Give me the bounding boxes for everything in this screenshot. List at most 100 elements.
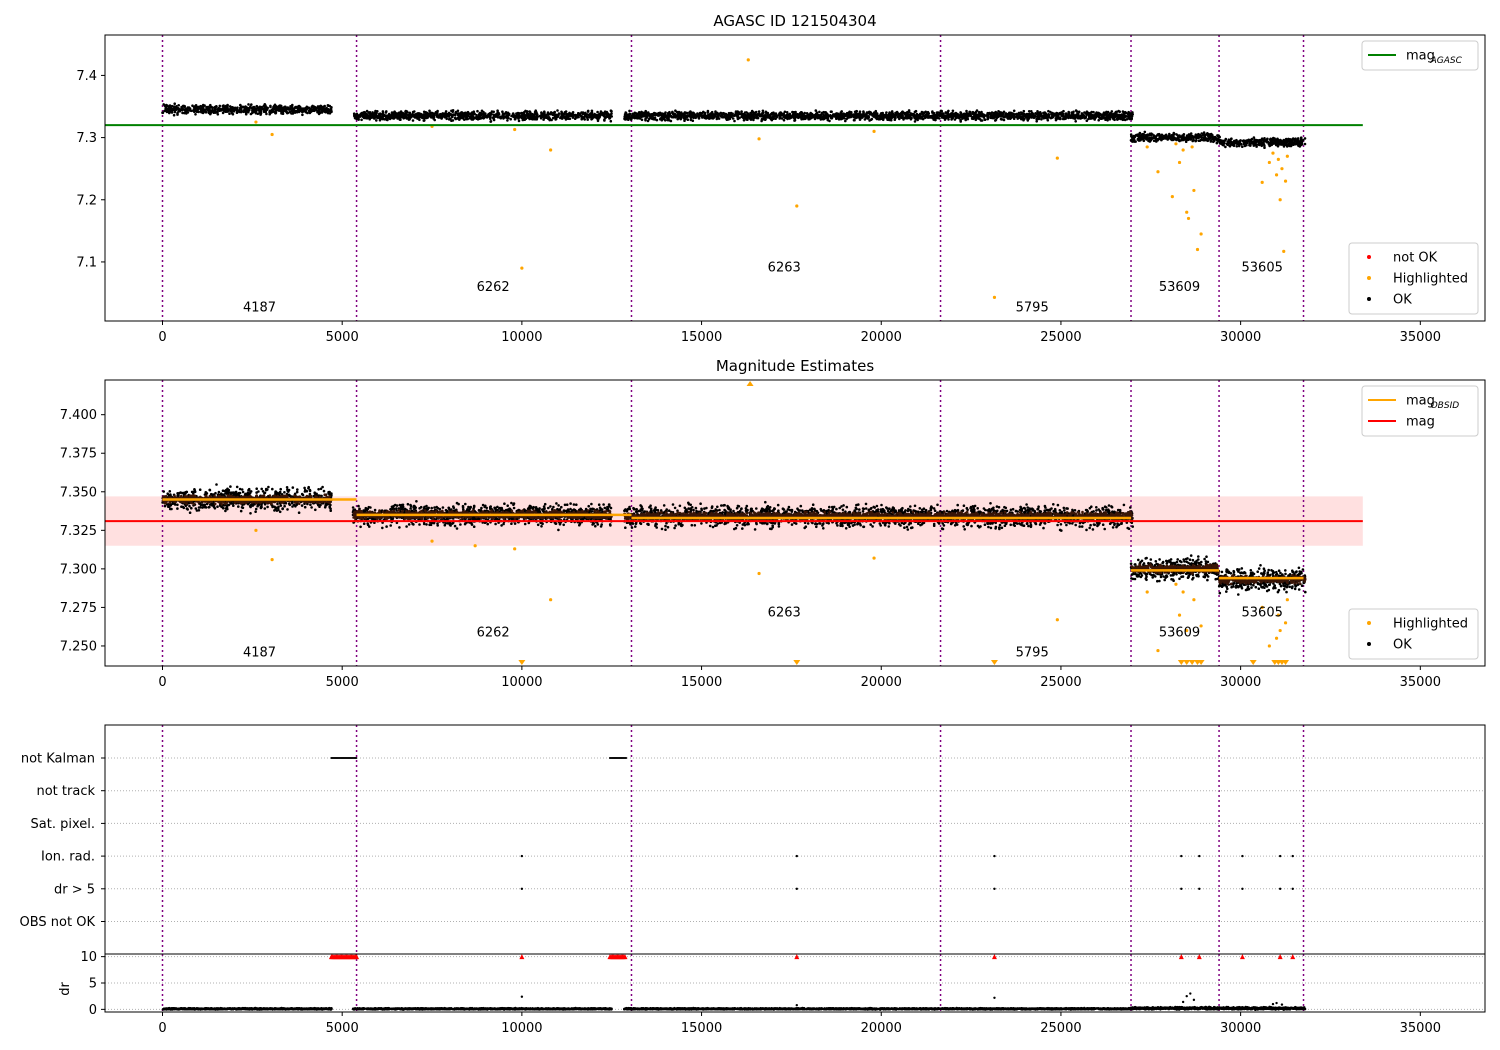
highlighted-point xyxy=(757,137,761,141)
ok-point xyxy=(1265,140,1269,144)
ok-point xyxy=(1074,120,1077,123)
ok-point xyxy=(1277,142,1281,146)
ok-point xyxy=(583,112,586,115)
ok-point xyxy=(560,110,563,114)
ok-point xyxy=(531,112,534,116)
ok-point xyxy=(1126,112,1129,115)
ok-point xyxy=(465,117,468,121)
ok-point xyxy=(301,113,304,117)
ok-point xyxy=(1176,137,1179,141)
ok-point xyxy=(853,116,856,119)
ok-point xyxy=(1238,141,1241,145)
x-tick-label: 35000 xyxy=(1400,330,1441,345)
ok-point xyxy=(947,114,950,117)
ok-point xyxy=(411,119,415,122)
ok-point xyxy=(448,114,451,118)
ok-point xyxy=(1096,114,1099,118)
ok-point xyxy=(409,115,413,119)
ok-point xyxy=(296,488,299,491)
ok-point xyxy=(1062,109,1065,113)
ok-point xyxy=(1093,118,1096,121)
ok-point xyxy=(858,116,861,119)
ok-point xyxy=(265,112,268,116)
ok-point xyxy=(176,111,179,115)
highlighted-point xyxy=(1156,170,1160,174)
ok-point xyxy=(930,115,934,118)
ok-point xyxy=(708,116,712,119)
ok-point xyxy=(1261,143,1264,146)
ok-point xyxy=(1192,138,1195,142)
ok-point xyxy=(736,115,740,118)
ok-point xyxy=(890,117,893,120)
ok-point xyxy=(1194,139,1198,142)
ok-point xyxy=(444,110,448,113)
ok-point xyxy=(868,113,872,116)
ok-point xyxy=(1268,138,1272,141)
ok-point xyxy=(450,109,453,113)
ok-point xyxy=(440,113,444,116)
ok-point xyxy=(168,490,172,493)
ok-point xyxy=(703,116,707,120)
ok-point xyxy=(557,112,561,115)
ok-point xyxy=(473,112,476,116)
ok-point xyxy=(411,113,414,116)
ok-point xyxy=(381,112,385,115)
ok-point xyxy=(480,109,484,113)
ok-point xyxy=(597,117,600,120)
ok-point xyxy=(675,114,678,118)
y-tick-label: 7.2 xyxy=(76,193,97,208)
highlighted-point xyxy=(1285,154,1289,158)
ok-point xyxy=(213,106,217,110)
ok-point xyxy=(1182,137,1185,141)
x-tick-label: 25000 xyxy=(1040,330,1081,345)
ok-point xyxy=(800,117,803,121)
ok-point xyxy=(653,117,657,121)
ok-point xyxy=(245,106,249,109)
ok-point xyxy=(568,113,572,117)
ok-point xyxy=(453,116,457,120)
ok-point xyxy=(1116,117,1119,120)
ok-point xyxy=(605,115,609,118)
ok-point xyxy=(847,113,850,116)
ok-point xyxy=(1187,133,1191,136)
ok-point xyxy=(265,106,268,109)
ok-point xyxy=(1006,115,1010,119)
ok-point xyxy=(954,115,957,119)
ok-point xyxy=(1061,113,1064,116)
ok-point xyxy=(1106,110,1110,114)
ok-point xyxy=(1012,112,1015,116)
ok-point xyxy=(297,511,301,514)
ok-point xyxy=(244,112,248,116)
ok-point xyxy=(236,106,239,109)
ok-point xyxy=(1058,112,1061,115)
ok-point xyxy=(467,112,471,116)
ok-point xyxy=(1008,111,1011,115)
ok-point xyxy=(671,110,674,114)
ok-point xyxy=(540,113,543,117)
ok-point xyxy=(207,111,211,115)
legend-dot-swatch xyxy=(1367,297,1371,301)
ok-point xyxy=(363,114,367,118)
ok-point xyxy=(1067,110,1070,114)
highlighted-point xyxy=(795,204,799,208)
ok-point xyxy=(283,491,286,494)
ok-point xyxy=(1108,115,1111,118)
ok-point xyxy=(670,115,673,119)
ok-point xyxy=(1149,139,1153,142)
ok-point xyxy=(685,114,688,118)
ok-point xyxy=(1131,113,1134,116)
ok-point xyxy=(1050,116,1054,119)
ok-point xyxy=(946,111,949,114)
ok-point xyxy=(1143,130,1147,134)
ok-point xyxy=(1085,119,1089,122)
panel-agasc-magnitude: AGASC ID 1215043044187626262635795536095… xyxy=(76,12,1486,345)
ok-point xyxy=(1171,138,1175,142)
ok-point xyxy=(560,116,564,119)
ok-point xyxy=(260,107,264,111)
ok-point xyxy=(642,114,646,117)
ok-point xyxy=(646,113,650,116)
ok-point xyxy=(794,110,797,114)
ok-point xyxy=(974,110,978,114)
ok-point xyxy=(996,115,1000,118)
ok-point xyxy=(1055,114,1059,118)
